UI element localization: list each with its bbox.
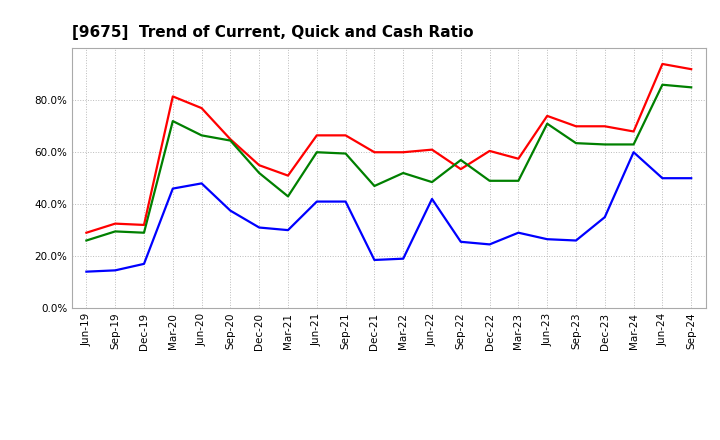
Cash Ratio [341,199,350,204]
Cash Ratio [140,261,148,267]
Current Ratio [197,106,206,111]
Cash Ratio [197,181,206,186]
Cash Ratio [600,214,609,220]
Current Ratio [428,147,436,152]
Current Ratio [658,61,667,66]
Line: Cash Ratio: Cash Ratio [86,152,691,271]
Current Ratio [485,148,494,154]
Quick Ratio [514,178,523,183]
Current Ratio [572,124,580,129]
Current Ratio [514,156,523,161]
Cash Ratio [312,199,321,204]
Current Ratio [111,221,120,226]
Quick Ratio [140,230,148,235]
Current Ratio [543,113,552,118]
Cash Ratio [572,238,580,243]
Current Ratio [341,133,350,138]
Quick Ratio [255,170,264,176]
Quick Ratio [658,82,667,88]
Cash Ratio [111,268,120,273]
Current Ratio [687,66,696,72]
Current Ratio [255,162,264,168]
Quick Ratio [485,178,494,183]
Cash Ratio [456,239,465,245]
Quick Ratio [370,183,379,189]
Current Ratio [168,94,177,99]
Current Ratio [456,166,465,172]
Current Ratio [82,230,91,235]
Quick Ratio [600,142,609,147]
Quick Ratio [687,84,696,90]
Quick Ratio [168,118,177,124]
Cash Ratio [658,176,667,181]
Cash Ratio [226,208,235,213]
Cash Ratio [168,186,177,191]
Quick Ratio [197,133,206,138]
Quick Ratio [111,229,120,234]
Current Ratio [140,222,148,227]
Cash Ratio [284,227,292,233]
Quick Ratio [82,238,91,243]
Quick Ratio [572,140,580,146]
Cash Ratio [687,176,696,181]
Text: [9675]  Trend of Current, Quick and Cash Ratio: [9675] Trend of Current, Quick and Cash … [72,25,474,40]
Cash Ratio [485,242,494,247]
Cash Ratio [255,225,264,230]
Quick Ratio [456,158,465,163]
Cash Ratio [543,237,552,242]
Cash Ratio [82,269,91,274]
Quick Ratio [284,194,292,199]
Current Ratio [312,133,321,138]
Quick Ratio [543,121,552,126]
Cash Ratio [514,230,523,235]
Quick Ratio [226,138,235,143]
Quick Ratio [312,150,321,155]
Cash Ratio [370,257,379,263]
Current Ratio [629,129,638,134]
Quick Ratio [629,142,638,147]
Current Ratio [284,173,292,178]
Quick Ratio [428,180,436,185]
Current Ratio [226,136,235,142]
Cash Ratio [428,196,436,202]
Quick Ratio [341,151,350,156]
Current Ratio [370,150,379,155]
Cash Ratio [629,150,638,155]
Quick Ratio [399,170,408,176]
Current Ratio [600,124,609,129]
Current Ratio [399,150,408,155]
Line: Quick Ratio: Quick Ratio [86,85,691,241]
Line: Current Ratio: Current Ratio [86,64,691,233]
Cash Ratio [399,256,408,261]
